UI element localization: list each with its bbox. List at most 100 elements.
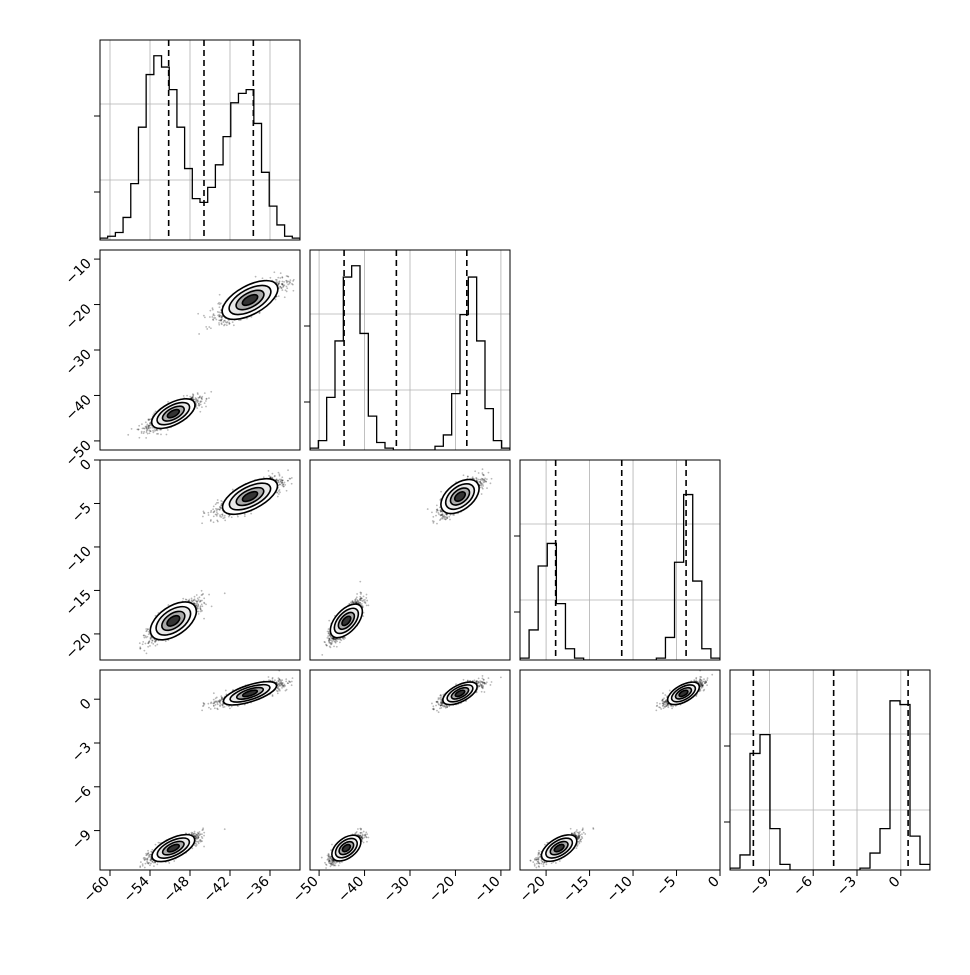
sample-point [210, 511, 212, 513]
sample-point [204, 392, 206, 394]
panel-frame [100, 250, 300, 450]
sample-point [205, 406, 207, 408]
sample-point [211, 605, 213, 607]
sample-point [275, 279, 277, 281]
sample-point [145, 427, 147, 429]
sample-point [145, 628, 147, 630]
scatter-2-0 [139, 466, 306, 654]
sample-point [199, 608, 201, 610]
sample-point [200, 611, 202, 613]
sample-point [212, 508, 214, 510]
sample-point [167, 604, 169, 606]
sample-point [201, 604, 203, 606]
sample-point [215, 514, 217, 516]
sample-point [136, 428, 138, 430]
sample-point [192, 395, 194, 397]
sample-point [149, 432, 151, 434]
sample-point [269, 277, 271, 279]
panel-2-0 [100, 460, 306, 660]
sample-point [216, 519, 218, 521]
sample-point [147, 433, 149, 435]
sample-point [152, 430, 154, 432]
sample-point [217, 499, 219, 501]
sample-point [213, 521, 215, 523]
sample-point [281, 277, 283, 279]
sample-point [278, 472, 280, 474]
histogram-grid-0 [100, 40, 300, 240]
sample-point [165, 640, 167, 642]
sample-point [283, 281, 285, 283]
sample-point [208, 594, 210, 596]
sample-point [280, 272, 282, 274]
sample-point [201, 600, 203, 602]
sample-point [193, 599, 195, 601]
sample-point [291, 477, 293, 479]
sample-point [226, 324, 228, 326]
sample-point [203, 602, 205, 604]
sample-point [201, 605, 203, 607]
sample-point [143, 650, 145, 652]
sample-point [278, 493, 280, 495]
sample-point [259, 312, 261, 314]
sample-point [199, 601, 201, 603]
sample-point [147, 628, 149, 630]
sample-point [186, 599, 188, 601]
sample-point [186, 395, 188, 397]
sample-point [218, 320, 220, 322]
sample-point [201, 406, 203, 408]
sample-point [197, 606, 199, 608]
sample-point [217, 311, 219, 313]
sample-point [216, 515, 218, 517]
sample-point [244, 515, 246, 517]
sample-point [145, 437, 147, 439]
sample-point [138, 425, 140, 427]
sample-point [192, 601, 194, 603]
sample-point [146, 630, 148, 632]
sample-point [208, 514, 210, 516]
sample-point [199, 596, 201, 598]
sample-point [143, 431, 145, 433]
sample-point [152, 640, 154, 642]
sample-point [191, 599, 193, 601]
sample-point [291, 283, 293, 285]
sample-point [209, 316, 211, 318]
sample-point [277, 496, 279, 498]
sample-point [292, 290, 294, 292]
histogram-grid-1 [310, 250, 510, 450]
sample-point [196, 594, 198, 596]
sample-point [285, 280, 287, 282]
sample-point [138, 437, 140, 439]
sample-point [141, 431, 143, 433]
sample-point [204, 512, 206, 514]
sample-point [218, 316, 220, 318]
sample-point [198, 611, 200, 613]
sample-point [210, 391, 212, 393]
sample-point [237, 516, 239, 518]
sample-point [224, 520, 226, 522]
sample-point [182, 598, 184, 600]
sample-point [216, 502, 218, 504]
sample-point [205, 400, 207, 402]
sample-point [285, 289, 287, 291]
sample-point [127, 434, 129, 436]
sample-point [146, 423, 148, 425]
sample-point [160, 434, 162, 436]
sample-point [201, 590, 203, 592]
sample-point [262, 277, 264, 279]
sample-point [208, 397, 210, 399]
sample-point [232, 321, 234, 323]
sample-point [200, 605, 202, 607]
sample-point [198, 405, 200, 407]
sample-point [154, 640, 156, 642]
sample-point [220, 320, 222, 322]
sample-point [147, 646, 149, 648]
sample-point [284, 484, 286, 486]
sample-point [195, 399, 197, 401]
sample-point [197, 313, 199, 315]
sample-point [143, 637, 145, 639]
sample-point [304, 470, 306, 472]
sample-point [223, 320, 225, 322]
sample-point [189, 396, 191, 398]
sample-point [205, 398, 207, 400]
